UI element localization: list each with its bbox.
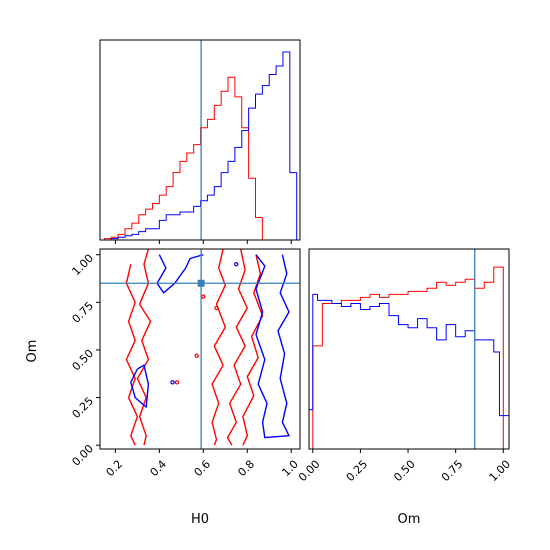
contour-island-6 (234, 262, 239, 267)
om-hist-series-2 (308, 293, 510, 449)
contour-line-5 (242, 254, 264, 446)
contour-island-2 (174, 380, 180, 385)
contour-line-8 (130, 364, 150, 408)
contour-island-1 (170, 380, 175, 385)
contour-island-3 (194, 353, 199, 358)
om-x-tick-label-3: 0.50 (391, 458, 418, 485)
h0-marginal-panel (99, 39, 301, 244)
contour-line-2 (125, 264, 139, 446)
contour-lines-group (125, 249, 290, 446)
contour-line-4 (226, 249, 249, 446)
h0-om-contour-panel: 0.2 0.4 0.6 0.8 1.00.000.250.500.751.00 (70, 248, 301, 480)
om-tick-label-2: 0.25 (70, 395, 97, 422)
om-tick-label-3: 0.50 (70, 347, 97, 374)
h0-tick-label-1: 0.2 (104, 458, 126, 480)
x-axis-label-h0: H0 (191, 512, 209, 527)
om-x-tick-label-4: 0.75 (439, 458, 466, 485)
h0-marginal-frame (99, 39, 301, 241)
x-axis-label-om: Om (398, 512, 421, 527)
contour-line-3 (211, 249, 227, 446)
contour-frame (99, 248, 301, 450)
contour-line-6 (255, 254, 290, 439)
om-tick-label-1: 0.00 (70, 442, 97, 469)
contour-island-4 (201, 294, 206, 299)
h0-tick-label-2: 0.4 (148, 458, 170, 480)
truth-marker (197, 279, 205, 287)
h0-hist-series-2 (104, 51, 298, 241)
contour-line-1 (136, 249, 152, 446)
y-axis-label-om: Om (25, 340, 40, 363)
om-x-tick-label-2: 0.25 (344, 458, 371, 485)
contour-line-7 (156, 254, 204, 294)
om-x-tick-label-1: 0.00 (296, 458, 323, 485)
om-marginal-frame (308, 248, 510, 450)
om-x-tick-label-5: 1.00 (487, 458, 514, 485)
om-tick-label-4: 0.75 (70, 299, 97, 326)
h0-tick-label-4: 0.8 (235, 458, 257, 480)
h0-tick-label-3: 0.6 (192, 458, 214, 480)
om-tick-label-5: 1.00 (70, 252, 97, 279)
h0-hist-series-1 (103, 76, 263, 240)
contour-island-5 (214, 305, 219, 311)
om-marginal-panel: 0.00 0.25 0.50 0.75 1.00 (296, 248, 514, 485)
